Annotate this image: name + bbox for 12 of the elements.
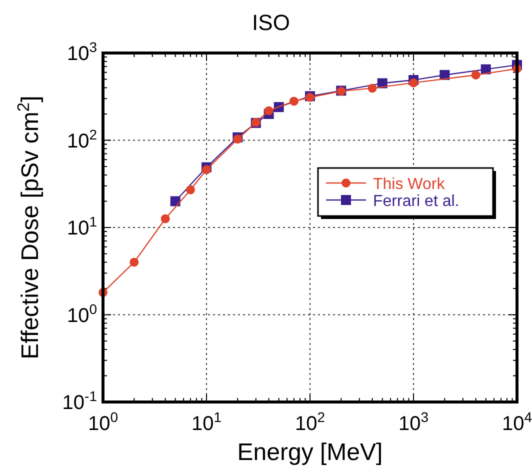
y-tick-label: 10$^{3}$ bbox=[66, 39, 98, 65]
legend-label: This Work bbox=[373, 176, 446, 193]
x-tick-label: 10$^{3}$ bbox=[398, 409, 429, 435]
y-tick-label: 10$^{0}$ bbox=[66, 300, 98, 327]
legend-label: Ferrari et al. bbox=[373, 193, 460, 210]
y-tick-label: 10$^{2}$ bbox=[66, 126, 98, 152]
y-tick-label: 10$^{1}$ bbox=[66, 214, 98, 240]
x-tick-label: 10$^{4}$ bbox=[502, 409, 532, 435]
x-axis-title: Energy [MeV] bbox=[237, 439, 383, 466]
x-tick-label: 10$^{2}$ bbox=[294, 409, 326, 435]
x-tick-label: 10$^{1}$ bbox=[191, 409, 222, 435]
chart-title: ISO bbox=[252, 10, 290, 35]
